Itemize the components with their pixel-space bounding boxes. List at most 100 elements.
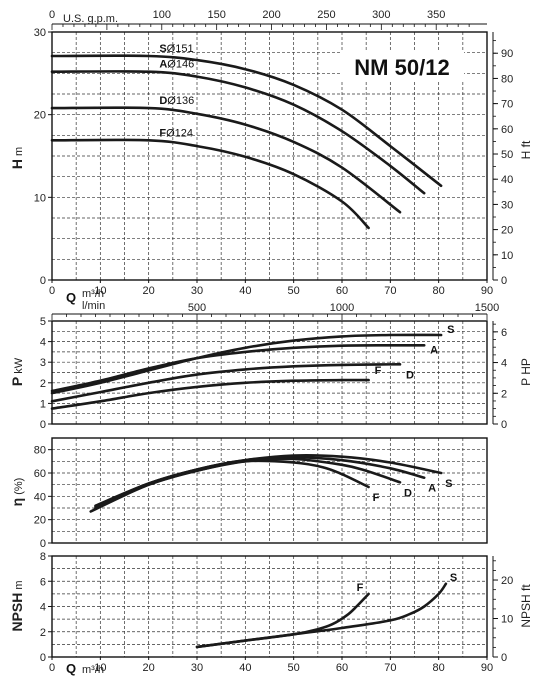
npsh-curve-label-s: S	[450, 572, 457, 584]
head-curve-label-f: FØ124	[159, 127, 193, 139]
x-tick-label: 40	[239, 285, 251, 297]
right-tick-label: 80	[501, 73, 513, 85]
gpm-tick-label: 100	[153, 9, 171, 21]
head-curve-label-d: DØ136	[159, 95, 194, 107]
efficiency-curve-d	[94, 457, 402, 510]
gpm-tick-label: 200	[262, 9, 280, 21]
x-tick-label: 10	[94, 662, 106, 674]
top-q-label: Q	[66, 290, 76, 305]
npsh-curve-s	[195, 582, 448, 649]
efficiency-panel-frame	[51, 437, 488, 544]
right-tick-label: 50	[501, 149, 513, 161]
mid-axis-unit-label: l/min	[82, 300, 105, 312]
x-tick-label: 50	[288, 662, 300, 674]
right-tick-label: 40	[501, 174, 513, 186]
efficiency-curve-s	[94, 453, 443, 507]
y-tick-label: 4	[40, 602, 46, 614]
right-tick-label: 0	[501, 652, 507, 664]
gpm-tick-label: 150	[207, 9, 225, 21]
efficiency-curve-label-d: D	[404, 487, 412, 499]
right-tick-label: 30	[501, 199, 513, 211]
x-tick-label: 60	[336, 662, 348, 674]
y-tick-label: 40	[34, 491, 46, 503]
right-tick-label: 90	[501, 48, 513, 60]
power-curve-label-a: A	[430, 344, 438, 356]
y-tick-label: 80	[34, 445, 46, 457]
head-curve-label-s: SØ151	[159, 43, 193, 55]
frames-layer	[48, 23, 498, 660]
y-tick-label: 4	[40, 337, 46, 349]
x-tick-label: 70	[384, 285, 396, 297]
power-curve-a	[50, 343, 426, 393]
x-tick-label: 20	[143, 285, 155, 297]
head-curve-d	[50, 106, 402, 214]
curves-layer	[50, 54, 448, 649]
y-tick-label: 8	[40, 551, 46, 563]
head-curve-label-a: AØ146	[159, 59, 194, 71]
lmin-tick-label: 500	[188, 302, 206, 314]
efficiency-curve-label-a: A	[428, 483, 436, 495]
power-panel-frame	[51, 320, 488, 425]
power-right-axis-title: P HP	[519, 358, 533, 386]
model-title-box	[340, 50, 464, 82]
head-curve-f	[50, 138, 370, 230]
power-y-axis-title: PkW	[9, 357, 25, 386]
x-tick-label: 40	[239, 662, 251, 674]
y-tick-label: 5	[40, 316, 46, 328]
power-curve-label-d: D	[406, 369, 414, 381]
right-tick-label: 60	[501, 124, 513, 136]
lmin-tick-label: 1000	[330, 302, 354, 314]
x-tick-label: 30	[191, 662, 203, 674]
y-tick-label: 20	[34, 515, 46, 527]
grid-layer	[52, 32, 487, 657]
npsh-y-axis-title: NPSHm	[9, 580, 25, 631]
npsh-curve-label-f: F	[357, 582, 364, 594]
y-tick-label: 10	[34, 192, 46, 204]
power-curve-label-s: S	[447, 324, 454, 336]
x-tick-label: 60	[336, 285, 348, 297]
x-tick-label: 20	[143, 662, 155, 674]
model-title: NM 50/12	[354, 55, 449, 80]
top-q-unit: m³/h	[82, 288, 104, 300]
text-layer: 0102030012345020406080024680102030405060…	[9, 9, 533, 674]
bottom-q-unit: m³/h	[82, 664, 104, 676]
y-tick-label: 0	[40, 275, 46, 287]
x-tick-label: 30	[191, 285, 203, 297]
head-curve-a	[50, 70, 426, 195]
bottom-q-label: Q	[66, 661, 76, 676]
efficiency-y-axis-title: η(%)	[9, 478, 25, 507]
x-tick-label: 80	[433, 285, 445, 297]
y-tick-label: 20	[34, 110, 46, 122]
y-tick-label: 6	[40, 576, 46, 588]
y-tick-label: 0	[40, 652, 46, 664]
gpm-tick-label: 300	[372, 9, 390, 21]
gpm-tick-label: 350	[427, 9, 445, 21]
gpm-tick-label: 0	[49, 9, 55, 21]
npsh-right-axis-title: NPSH ft	[519, 584, 533, 628]
power-curve-d	[50, 363, 402, 403]
efficiency-curve-label-f: F	[373, 492, 380, 504]
top-axis-unit-label: U.S. g.p.m.	[63, 13, 118, 25]
y-tick-label: 2	[40, 378, 46, 390]
y-tick-label: 3	[40, 357, 46, 369]
right-tick-label: 2	[501, 388, 507, 400]
head-right-axis-title: H ft	[519, 140, 533, 159]
y-tick-label: 0	[40, 538, 46, 550]
x-tick-label: 10	[94, 285, 106, 297]
efficiency-curve-f	[89, 459, 370, 513]
right-tick-label: 4	[501, 358, 507, 370]
x-tick-label: 70	[384, 662, 396, 674]
power-curve-s	[50, 333, 443, 395]
right-tick-label: 70	[501, 99, 513, 111]
right-tick-label: 20	[501, 225, 513, 237]
x-tick-label: 90	[481, 285, 493, 297]
efficiency-curve-label-s: S	[445, 478, 452, 490]
right-tick-label: 0	[501, 419, 507, 431]
right-tick-label: 6	[501, 327, 507, 339]
x-tick-label: 80	[433, 662, 445, 674]
y-tick-label: 30	[34, 27, 46, 39]
right-tick-label: 20	[501, 575, 513, 587]
power-curve-f	[50, 378, 370, 410]
lmin-tick-label: 1500	[475, 302, 499, 314]
